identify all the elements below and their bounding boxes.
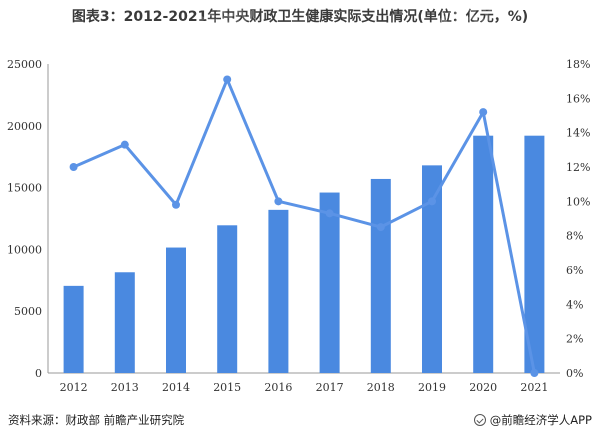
line-point-2019 [428,197,436,206]
y-right-tick-label: 0% [566,367,583,380]
bar-2012 [63,285,84,373]
watermark-text: 前瞻产业研究院 [317,0,516,117]
x-tick-label: 2021 [520,381,548,394]
y-right-tick-label: 10% [566,195,590,208]
line-point-2016 [274,197,283,206]
y-left-tick-label: 15000 [7,182,42,195]
y-right-tick-label: 12% [566,161,590,174]
line-point-2013 [120,140,129,149]
bar-2020 [473,135,494,373]
brand-logo-icon [473,414,486,426]
bar-2014 [166,247,186,373]
y-left-tick-label: 10000 [7,243,42,256]
y-right-tick-label: 16% [566,92,590,105]
y-right-tick-label: 18% [566,58,590,71]
x-tick-label: 2017 [316,381,344,394]
bar-2013 [114,272,135,373]
source-note: 资料来源：财政部 前瞻产业研究院 [8,413,185,427]
y-right-tick-label: 6% [566,264,583,277]
line-point-2012 [69,163,78,171]
x-tick-label: 2012 [60,381,88,394]
line-point-2014 [172,200,180,209]
x-tick-label: 2020 [469,381,497,394]
bar-2021 [524,135,545,373]
bar-2015 [217,225,238,373]
y-left-tick-label: 25000 [7,58,42,71]
line-point-2021 [530,369,539,377]
y-right-tick-label: 8% [566,230,583,243]
y-right-tick-label: 2% [566,333,583,346]
y-right-tick-label: 14% [566,127,590,140]
x-tick-label: 2016 [264,381,292,394]
tick-labels: 2012 2013 2014 2015 2016 2017 2018 2019 2020 2021… [7,58,590,394]
x-tick-label: 2014 [162,381,190,394]
x-tick-label: 2013 [111,381,139,394]
line-point-2015 [223,75,232,84]
bar-2018 [370,178,391,373]
line-path [73,77,536,374]
bar-2019 [422,165,442,373]
y-right-tick-label: 4% [566,298,583,311]
bar-2016 [268,209,289,373]
line-point-2018 [376,223,385,232]
bar-series [63,135,545,373]
y-left-tick-label: 0 [35,367,42,380]
line-series [69,75,539,377]
x-tick-label: 2015 [213,381,241,394]
chart-title: 图表3：2012-2021年中央财政卫生健康实际支出情况(单位：亿元，%) [71,9,529,25]
y-left-tick-label: 20000 [7,120,42,133]
x-tick-label: 2019 [418,381,446,394]
brand-label: @前瞻经济学人APP [489,413,592,427]
y-left-tick-label: 5000 [14,305,42,318]
brand-credit: @前瞻经济学人APP [473,412,592,428]
watermark-text: 前瞻产业研究院 [57,0,256,127]
line-point-2020 [479,108,488,117]
line-point-2017 [325,209,334,218]
x-tick-label: 2018 [367,381,395,394]
bar-2017 [319,192,340,373]
